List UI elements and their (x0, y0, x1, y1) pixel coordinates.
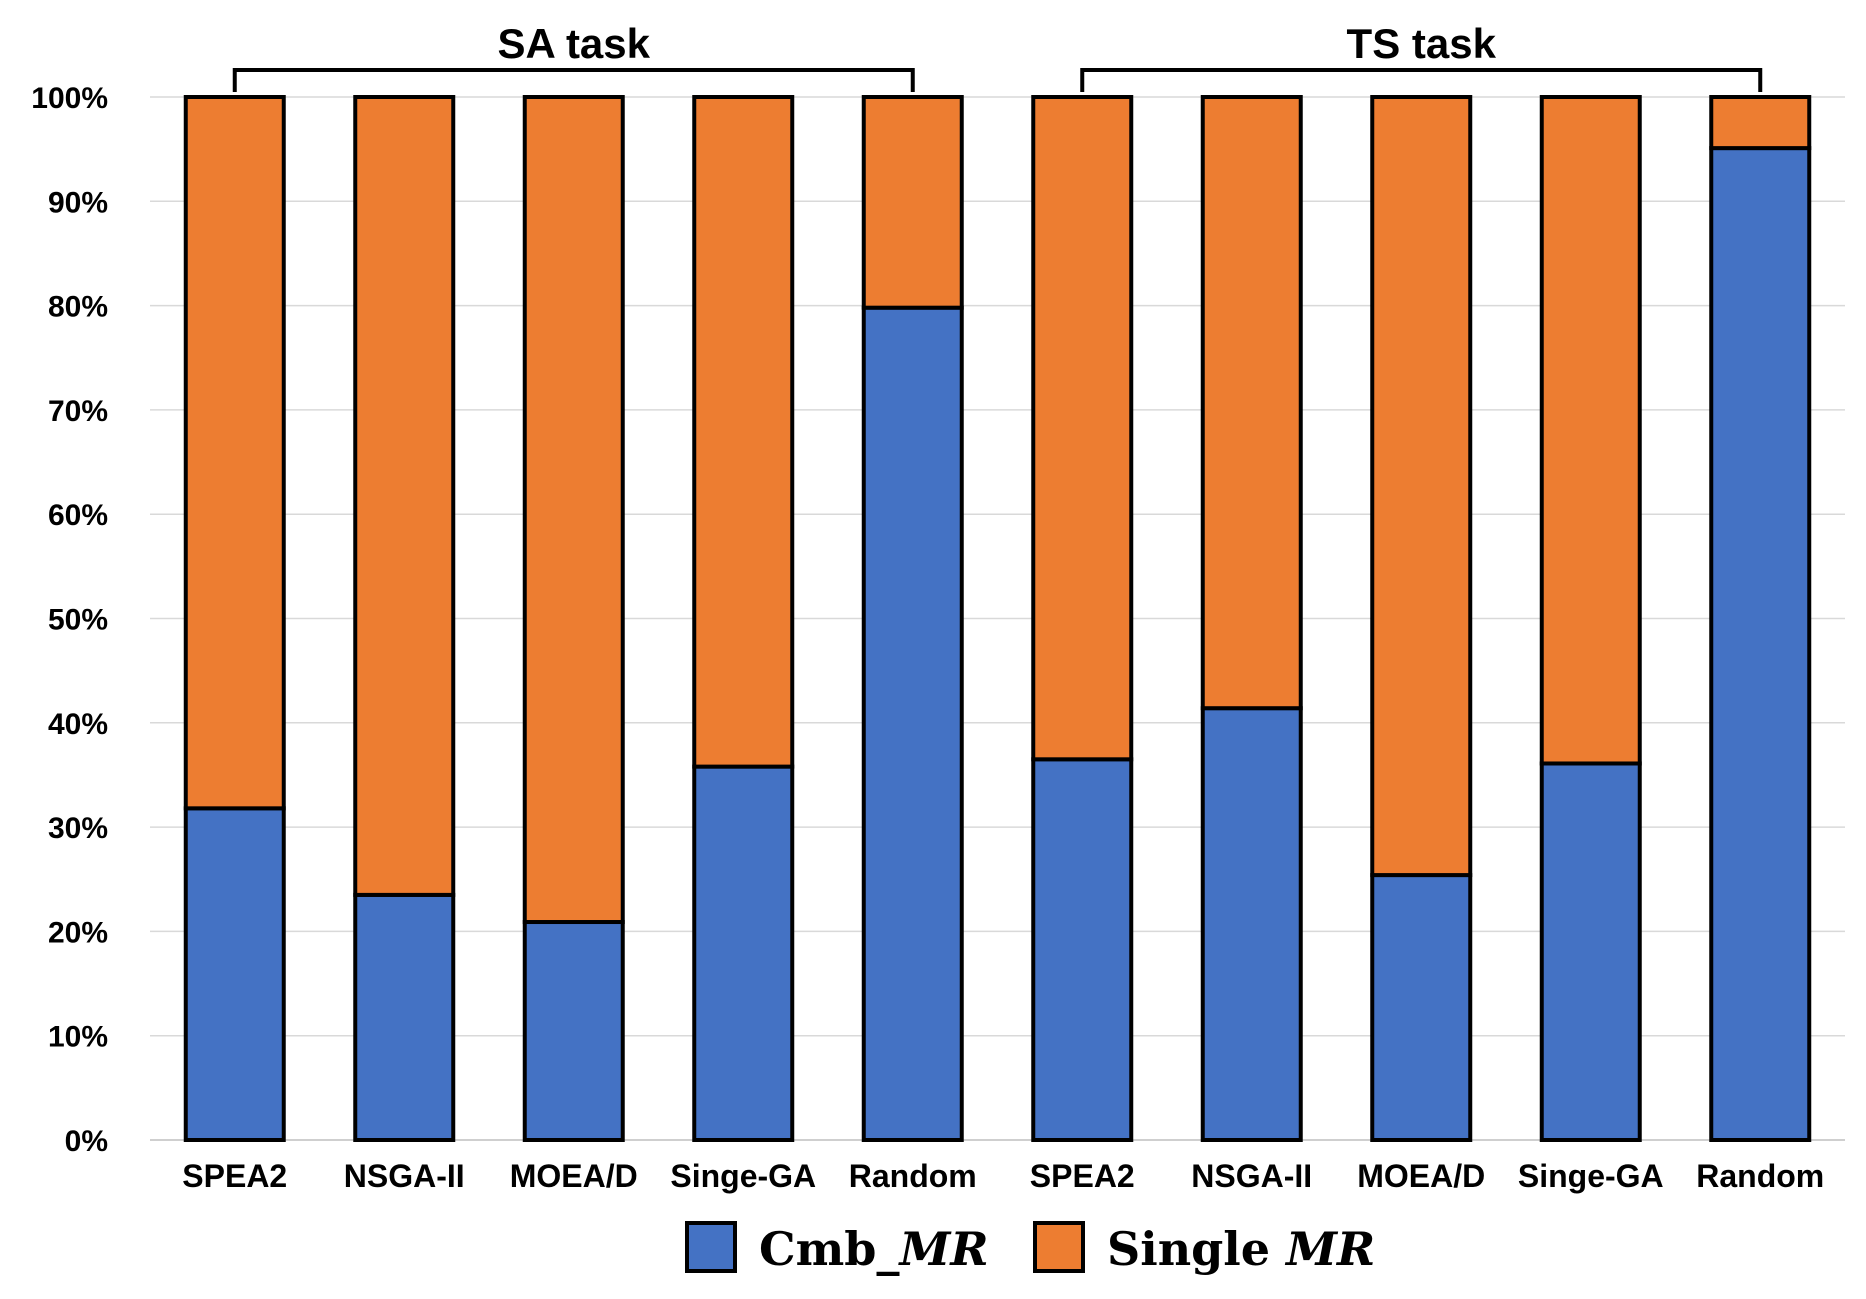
bar-segment-cmb-mr (183, 806, 286, 1142)
y-tick-label: 30% (48, 812, 108, 845)
legend-label: Single MR (1107, 1222, 1375, 1276)
bar-segment-cmb-mr (692, 764, 795, 1143)
y-tick-label: 90% (48, 186, 108, 219)
bar-segment-single-mr (1370, 95, 1473, 878)
bar-segment-single-mr (522, 95, 625, 925)
group-bracket (232, 68, 915, 92)
bars (183, 95, 1812, 1143)
bar-segment-cmb-mr (1370, 873, 1473, 1142)
legend-swatch (1033, 1221, 1085, 1273)
y-tick-label: 50% (48, 604, 108, 637)
bar-segment-cmb-mr (1709, 146, 1812, 1142)
y-tick-label: 0% (65, 1125, 108, 1158)
bar-segment-single-mr (1539, 95, 1642, 766)
x-category-label: Singe-GA (670, 1158, 816, 1194)
y-tick-label: 40% (48, 708, 108, 741)
x-category-label: Singe-GA (1518, 1158, 1664, 1194)
bar-segment-single-mr (1709, 95, 1812, 151)
y-tick-label: 10% (48, 1021, 108, 1054)
bar-segment-cmb-mr (522, 920, 625, 1142)
group-label: TS task (1347, 20, 1497, 67)
bar-segment-cmb-mr (1539, 761, 1642, 1142)
x-category-label: Random (849, 1158, 977, 1194)
y-tick-label: 70% (48, 395, 108, 428)
y-tick-label: 20% (48, 916, 108, 949)
bar-segment-single-mr (692, 95, 795, 769)
y-axis-tick-labels: 0% 10% 20% 30% 40% 50% 60% 70% 80% 90% 100% (31, 82, 108, 1158)
x-category-label: NSGA-II (344, 1158, 465, 1194)
y-tick-label: 60% (48, 499, 108, 532)
x-category-label: NSGA-II (1191, 1158, 1312, 1194)
x-category-label: MOEA/D (510, 1158, 638, 1194)
x-category-label: MOEA/D (1357, 1158, 1485, 1194)
x-category-label: SPEA2 (182, 1158, 287, 1194)
y-tick-label: 100% (31, 82, 108, 115)
bar-segment-cmb-mr (861, 305, 964, 1143)
bar-segment-single-mr (183, 95, 286, 811)
bar-segment-cmb-mr (353, 892, 456, 1143)
group-brackets: SA task TS task (232, 20, 1763, 92)
bar-segment-single-mr (1031, 95, 1134, 762)
bar-segment-cmb-mr (1031, 757, 1134, 1142)
x-category-label: SPEA2 (1030, 1158, 1135, 1194)
legend-label: Cmb_MR (759, 1222, 989, 1276)
bar-segment-single-mr (861, 95, 964, 310)
legend-swatch (685, 1221, 737, 1273)
y-tick-label: 80% (48, 291, 108, 324)
legend: Cmb_MR Single MR (685, 1221, 1375, 1276)
group-bracket (1080, 68, 1763, 92)
group-label: SA task (497, 20, 650, 67)
x-axis-category-labels: SPEA2 NSGA-II MOEA/D Singe-GA Random SPEA2 NSG… (182, 1158, 1824, 1194)
bar-segment-cmb-mr (1200, 706, 1303, 1142)
x-category-label: Random (1696, 1158, 1824, 1194)
bar-segment-single-mr (1200, 95, 1303, 711)
bar-segment-single-mr (353, 95, 456, 897)
